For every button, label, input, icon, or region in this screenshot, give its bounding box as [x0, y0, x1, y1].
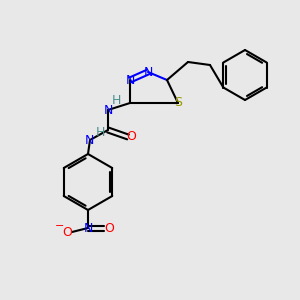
Text: −: − — [55, 221, 65, 231]
Text: H: H — [111, 94, 121, 107]
Text: O: O — [126, 130, 136, 143]
Text: S: S — [174, 97, 182, 110]
Text: N: N — [143, 65, 153, 79]
Text: N: N — [84, 134, 94, 148]
Text: N: N — [103, 104, 113, 118]
Text: N: N — [83, 221, 93, 235]
Text: N: N — [125, 74, 135, 86]
Text: H: H — [95, 127, 105, 140]
Text: O: O — [62, 226, 72, 238]
Text: O: O — [104, 221, 114, 235]
